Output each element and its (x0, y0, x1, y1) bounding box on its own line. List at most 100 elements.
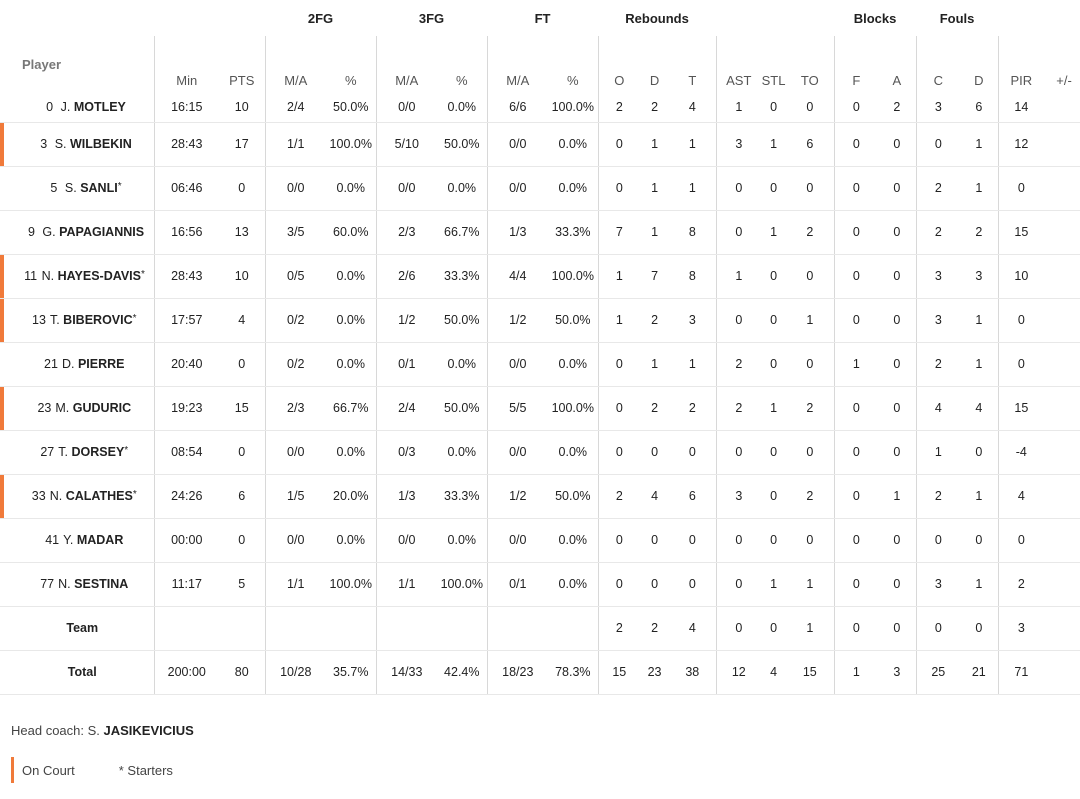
player-last-name[interactable]: PIERRE (77, 357, 125, 371)
col-pir[interactable]: PIR (997, 36, 1045, 92)
on-court-indicator (0, 386, 4, 429)
player-cell[interactable]: 21 D. PIERRE (0, 342, 154, 387)
stat-reb-o: 1 (597, 298, 641, 343)
player-number: 23 (37, 401, 52, 415)
stat-fg3-ma: 0/3 (375, 430, 438, 475)
stat-fg2-pct: 0.0% (326, 518, 377, 563)
stat-fg3-pct (437, 606, 488, 651)
col-pts[interactable]: PTS (229, 73, 255, 88)
stat-fg2-ma: 0/5 (264, 254, 326, 299)
player-last-name[interactable]: SESTINA (74, 577, 129, 591)
stat-fg3-pct: 0.0% (437, 342, 488, 387)
stat-reb-t: 0 (669, 518, 717, 563)
player-cell[interactable]: 23 M. GUDURIC (0, 386, 154, 431)
stat-fg3-pct: 0.0% (437, 92, 488, 123)
col-2fg-ma[interactable]: M/A (264, 36, 326, 92)
stat-reb-o: 0 (597, 342, 641, 387)
stat-fg2-ma: 1/5 (264, 474, 326, 519)
player-number: 33 (31, 489, 46, 503)
stat-fg3-ma (375, 606, 438, 651)
player-initial: T. (49, 313, 60, 327)
player-cell[interactable]: 77 N. SESTINA (0, 562, 154, 607)
stat-reb-o: 2 (597, 92, 641, 123)
stat-pir: 15 (997, 210, 1045, 255)
player-last-name[interactable]: WILBEKIN (69, 137, 132, 151)
player-last-name[interactable]: CALATHES (65, 489, 133, 503)
stat-fg2-pct: 0.0% (326, 298, 377, 343)
col-min[interactable]: Min (153, 36, 219, 92)
col-reb-o[interactable]: O (597, 36, 641, 92)
group-2fg: 2FG (307, 10, 334, 26)
col-ft-pct[interactable]: % (567, 73, 579, 88)
stat-reb-d: 1 (640, 210, 670, 255)
stat-to: 0 (786, 166, 835, 211)
player-last-name[interactable]: BIBEROVIC (63, 313, 133, 327)
stat-fg2-ma: 3/5 (264, 210, 326, 255)
col-foul-d[interactable]: D (974, 73, 984, 88)
stat-ft-pct: 0.0% (548, 122, 599, 167)
player-cell[interactable]: 41 Y. MADAR (0, 518, 154, 563)
stat-ft-pct (548, 606, 599, 651)
player-cell[interactable]: 27 T. DORSEY* (0, 430, 154, 475)
stat-fg3-pct: 100.0% (437, 562, 488, 607)
col-3fg-ma[interactable]: M/A (375, 36, 438, 92)
player-cell[interactable]: 33 N. CALATHES* (0, 474, 154, 519)
col-3fg-pct[interactable]: % (455, 73, 468, 88)
stat-blk-a: 1 (878, 474, 917, 519)
player-last-name[interactable]: DORSEY (71, 445, 125, 459)
stat-ft-pct: 100.0% (548, 386, 599, 431)
stat-fg3-ma: 0/0 (375, 518, 438, 563)
player-cell[interactable]: 5 S. SANLI* (0, 166, 154, 211)
col-2fg-pct[interactable]: % (344, 73, 357, 88)
col-to[interactable]: TO (800, 73, 819, 88)
col-ast[interactable]: AST (715, 36, 762, 92)
stat-ft-pct: 0.0% (548, 518, 599, 563)
player-number: 77 (40, 577, 55, 591)
stat-ft-ma: 0/1 (486, 562, 549, 607)
stat-reb-d: 2 (640, 298, 670, 343)
stat-ast: 0 (715, 518, 762, 563)
stat-fg3-ma: 5/10 (375, 122, 438, 167)
col-reb-t[interactable]: T (688, 73, 697, 88)
stat-stl: 1 (761, 210, 787, 255)
stat-to: 1 (786, 298, 835, 343)
player-last-name[interactable]: GUDURIC (72, 401, 132, 415)
col-pm[interactable]: +/- (1056, 73, 1072, 88)
on-court-indicator (0, 254, 4, 297)
player-last-name[interactable]: MADAR (76, 533, 124, 547)
player-cell[interactable]: 3 S. WILBEKIN (0, 122, 154, 167)
stat-blk-a: 0 (878, 122, 917, 167)
stat-ft-ma: 18/23 (486, 650, 549, 695)
team-row: Team 2 2 4 0 0 1 0 0 0 0 3 (0, 606, 1080, 651)
player-cell[interactable]: 11 N. HAYES-DAVIS* (0, 254, 154, 299)
stat-ft-pct: 50.0% (548, 298, 599, 343)
player-cell[interactable]: 13 T. BIBEROVIC* (0, 298, 154, 343)
col-blk-a[interactable]: A (892, 73, 902, 88)
stat-fg2-pct: 20.0% (326, 474, 377, 519)
col-reb-d[interactable]: D (649, 73, 660, 88)
starter-mark: * (140, 269, 145, 280)
stat-pm (1044, 342, 1080, 387)
stat-fg2-pct: 100.0% (326, 562, 377, 607)
stat-pir: 12 (997, 122, 1045, 167)
player-cell[interactable]: 0 J. MOTLEY (0, 92, 154, 123)
stat-ast: 0 (715, 298, 762, 343)
player-last-name[interactable]: MOTLEY (73, 99, 126, 114)
player-last-name[interactable]: SANLI (80, 181, 118, 195)
player-last-name[interactable]: HAYES-DAVIS (57, 269, 141, 283)
col-stl[interactable]: STL (761, 73, 786, 88)
stat-fg2-ma: 0/0 (264, 430, 326, 475)
col-blk-f[interactable]: F (833, 36, 879, 92)
player-initial: D. (61, 357, 75, 371)
player-last-name[interactable]: PAPAGIANNIS (59, 225, 145, 239)
stat-reb-d: 0 (640, 518, 670, 563)
stat-reb-t: 3 (669, 298, 717, 343)
col-ft-ma[interactable]: M/A (486, 36, 549, 92)
stat-reb-t: 6 (669, 474, 717, 519)
stat-blk-f: 0 (833, 298, 879, 343)
stat-fg3-pct: 42.4% (437, 650, 488, 695)
player-cell[interactable]: 9 G. PAPAGIANNIS (0, 210, 154, 255)
col-foul-c[interactable]: C (915, 36, 961, 92)
stat-ft-ma: 6/6 (486, 92, 549, 123)
stat-foul-c: 2 (915, 166, 961, 211)
